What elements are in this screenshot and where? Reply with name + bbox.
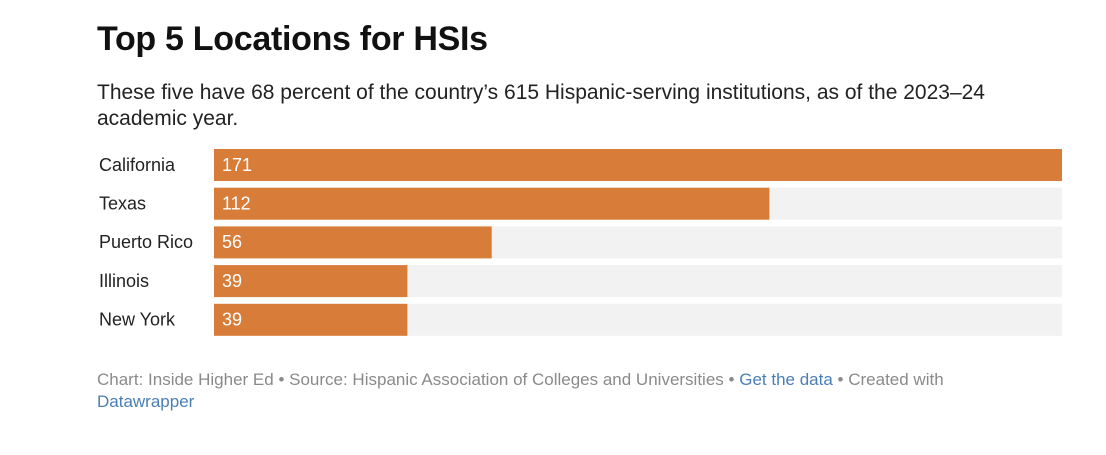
separator: • — [837, 370, 844, 389]
footer-chart: Chart: Inside Higher Ed — [97, 370, 274, 389]
category-label: New York — [99, 310, 176, 330]
plot: California 171 Texas 112 Puerto Rico 56 Illino… — [99, 149, 1062, 336]
footer: Chart: Inside Higher Ed • Source: Hispan… — [97, 369, 997, 413]
value-label: 39 — [222, 271, 242, 291]
tool-link[interactable]: Datawrapper — [97, 392, 195, 411]
footer-created: Created with — [848, 370, 944, 389]
bar — [214, 303, 408, 336]
bar — [214, 149, 1062, 181]
chart-subtitle: These five have 68 percent of the countr… — [97, 81, 985, 130]
value-label: 112 — [222, 193, 251, 213]
category-label: California — [99, 155, 176, 175]
chart-title: Top 5 Locations for HSIs — [97, 20, 488, 58]
category-label: Puerto Rico — [99, 232, 193, 252]
value-label: 56 — [222, 232, 242, 252]
footer-source: Source: Hispanic Association of Colleges… — [289, 370, 724, 389]
data-link[interactable]: Get the data — [739, 370, 833, 389]
bar — [214, 226, 492, 259]
category-label: Illinois — [99, 271, 149, 291]
separator: • — [278, 370, 285, 389]
value-label: 171 — [222, 155, 252, 175]
value-label: 39 — [222, 310, 242, 330]
separator: • — [728, 370, 735, 389]
category-label: Texas — [99, 193, 146, 213]
bar — [214, 187, 770, 220]
bar — [214, 265, 408, 298]
